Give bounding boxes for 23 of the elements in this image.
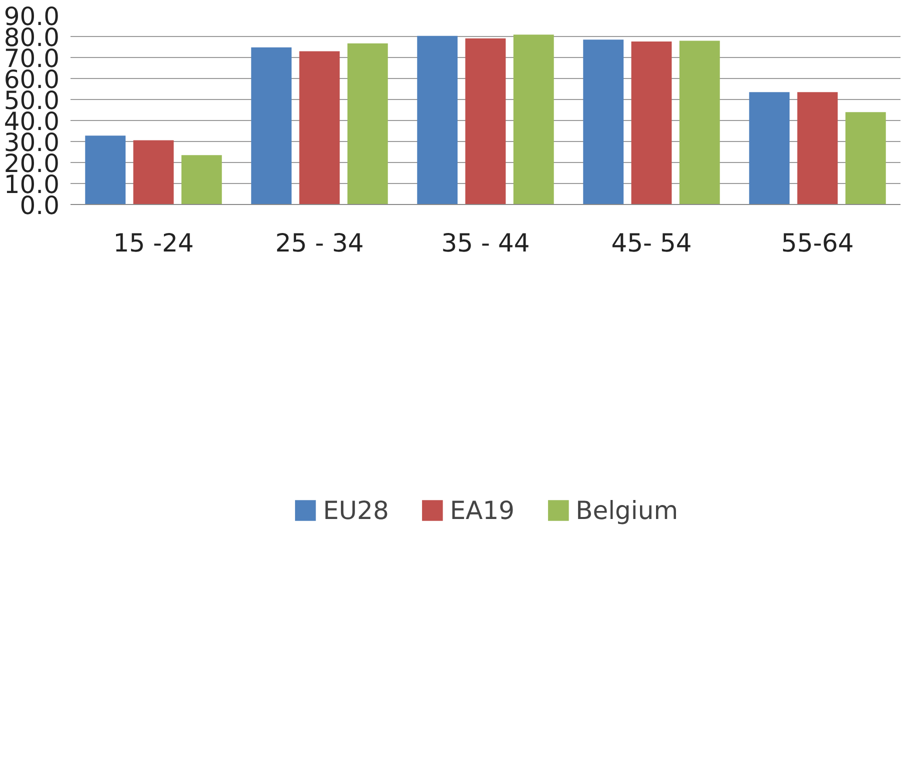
bar	[251, 47, 292, 204]
bar	[583, 40, 624, 204]
x-tick-label: 55-64	[781, 228, 854, 258]
legend-label: Belgium	[576, 496, 678, 524]
x-tick-label: 45- 54	[611, 228, 692, 258]
bar	[679, 40, 720, 204]
bar	[513, 34, 554, 204]
x-tick-label: 15 -24	[113, 228, 194, 258]
bar	[797, 92, 838, 204]
legend-label: EU28	[322, 496, 389, 524]
bar	[749, 92, 790, 204]
bar	[181, 155, 222, 204]
bar	[133, 140, 174, 204]
bar	[631, 42, 672, 204]
bar	[465, 38, 506, 204]
x-tick-label: 35 - 44	[441, 228, 530, 258]
legend-label: EA19	[450, 496, 515, 524]
bar	[347, 43, 388, 204]
bar	[299, 51, 340, 204]
bar	[417, 36, 458, 204]
bar	[845, 112, 886, 204]
bar	[85, 136, 126, 204]
x-tick-label: 25 - 34	[275, 228, 364, 258]
